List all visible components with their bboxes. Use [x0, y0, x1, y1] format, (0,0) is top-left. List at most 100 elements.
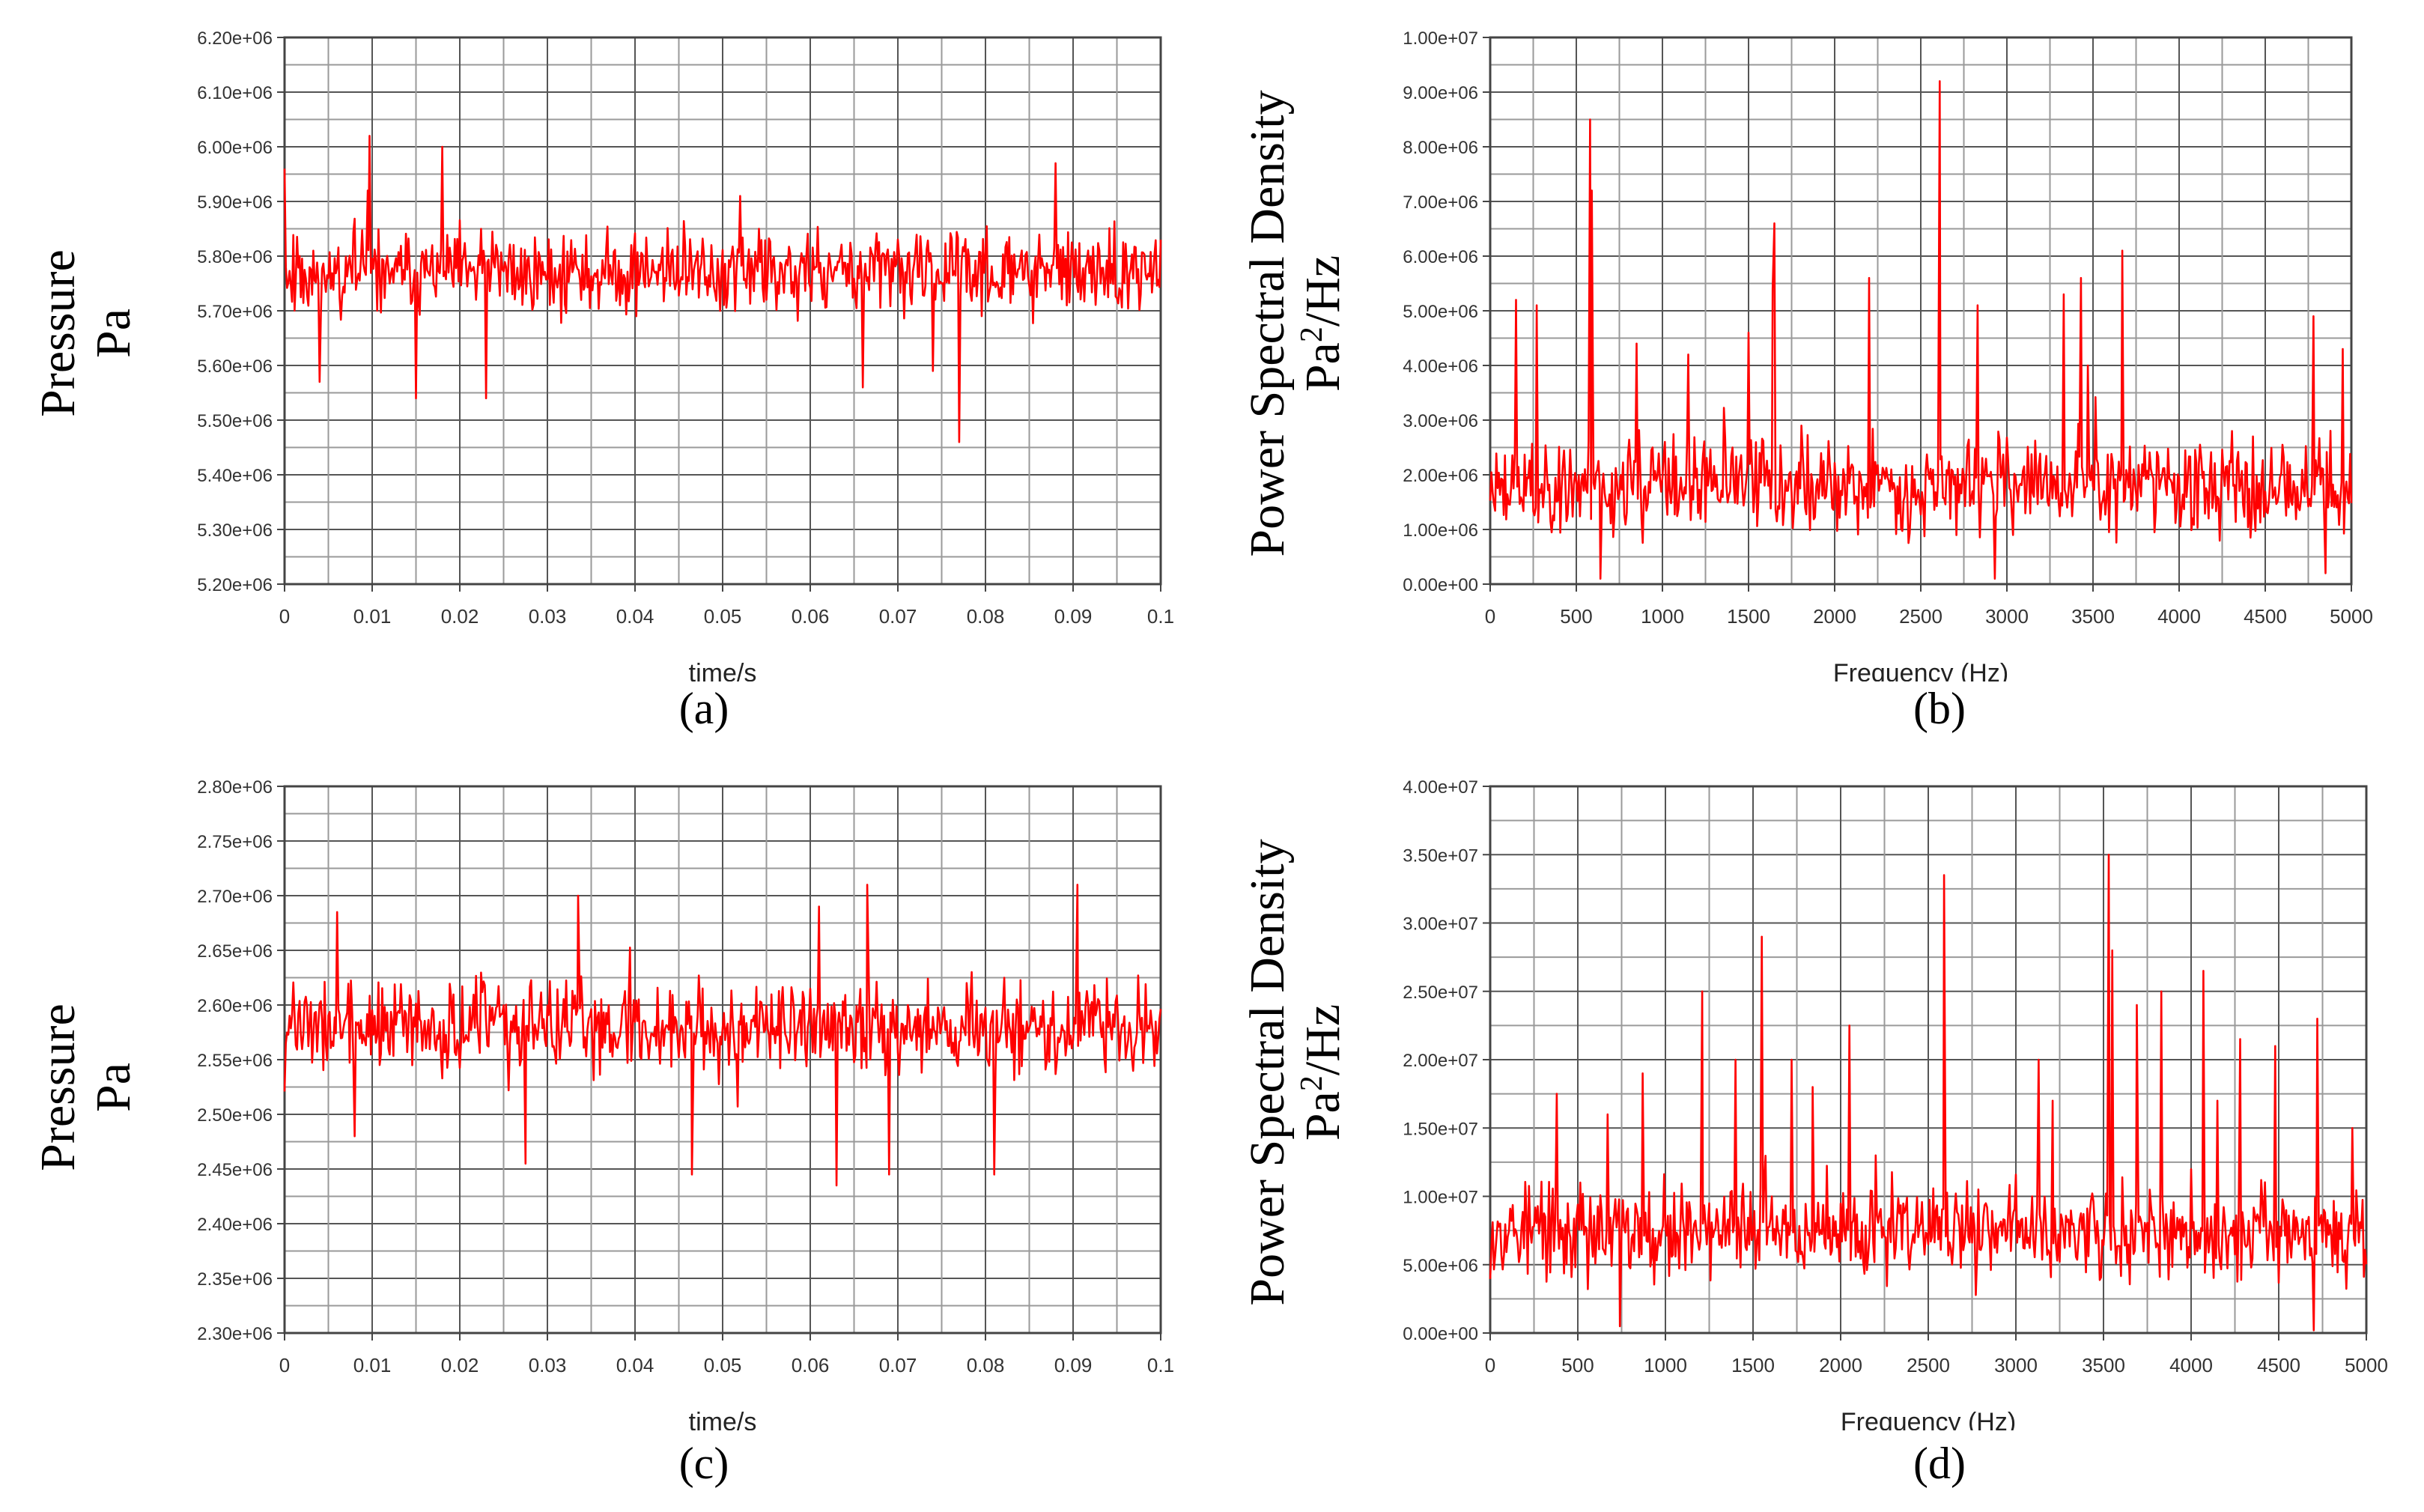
y-tick-label: 6.20e+06: [197, 28, 273, 49]
gridlines: [284, 786, 1161, 1334]
y-tick-label: 4.00e+06: [1403, 356, 1478, 377]
x-tick-label: 4000: [2157, 605, 2201, 628]
x-tick-label: 0.1: [1147, 1354, 1174, 1376]
y-tick-label: 7.00e+06: [1403, 192, 1478, 213]
x-tick-label: 0.03: [529, 605, 567, 628]
chart-d: 0.00e+00 5.00e+06 1.00e+07 1.50e+07 2.00e+07…: [1403, 777, 2388, 1430]
x-tick-label: 0: [1485, 1354, 1495, 1376]
ylabel-c-line2: Pa: [86, 1063, 141, 1112]
series-line: [283, 884, 1162, 1187]
y-tick-label: 2.35e+06: [197, 1269, 273, 1290]
ylabel-a: Pressure Pa: [31, 249, 142, 417]
x-tick-label: 0: [279, 605, 290, 628]
x-tick-label: 0.08: [967, 605, 1005, 628]
series-line: [1489, 854, 2368, 1332]
x-tick-label: 1000: [1641, 605, 1684, 628]
y-tick-label: 6.00e+06: [197, 138, 273, 158]
x-tick-label: 5000: [2330, 605, 2373, 628]
ylabel-d: Power Spectral Density Pa2/Hz: [1240, 839, 1351, 1305]
y-tick-label: 1.00e+07: [1403, 28, 1478, 49]
x-tick-label: 2500: [1907, 1354, 1950, 1376]
y-tick-label: 5.90e+06: [197, 192, 273, 213]
chart-b: 0.00e+00 1.00e+06 2.00e+06 3.00e+06 4.00e+06…: [1403, 28, 2373, 681]
x-tick-label: 3000: [1985, 605, 2029, 628]
x-tick-label: 3500: [2071, 605, 2115, 628]
y-tick-label: 6.00e+06: [1403, 247, 1478, 267]
x-tick-label: 2000: [1813, 605, 1856, 628]
y-tick-label: 5.70e+06: [197, 302, 273, 322]
series-line: [1489, 80, 2353, 580]
x-tick-label: 500: [1560, 605, 1592, 628]
y-tick-label: 3.00e+06: [1403, 411, 1478, 431]
y-tick-label: 2.00e+07: [1403, 1051, 1478, 1071]
x-tick-label: 0.04: [616, 605, 654, 628]
y-tick-label: 5.00e+06: [1403, 1256, 1478, 1276]
ylabel-d-line1: Power Spectral Density: [1240, 839, 1295, 1306]
ylabel-c: Pressure Pa: [31, 1004, 142, 1171]
x-axis-title: time/s: [689, 1408, 757, 1430]
y-tick-label: 1.00e+06: [1403, 520, 1478, 541]
x-axis-title: Frequency (Hz): [1841, 1408, 2016, 1430]
ylabel-d-sup: 2: [1295, 1075, 1329, 1092]
x-tick-label: 2500: [1899, 605, 1942, 628]
y-tick-label: 2.00e+06: [1403, 466, 1478, 486]
y-tick-label: 5.80e+06: [197, 247, 273, 267]
y-tick-label: 2.60e+06: [197, 996, 273, 1016]
ylabel-b-line2: Pa2/Hz: [1295, 90, 1351, 556]
x-tick-label: 0.09: [1054, 1354, 1093, 1376]
x-tick-label: 0.01: [353, 605, 392, 628]
x-tick-label: 0.05: [704, 605, 742, 628]
y-tick-label: 5.00e+06: [1403, 302, 1478, 322]
ylabel-d-line2: Pa2/Hz: [1295, 839, 1351, 1305]
x-tick-label: 0.1: [1147, 605, 1174, 628]
ylabel-b: Power Spectral Density Pa2/Hz: [1240, 90, 1351, 556]
y-tick-label: 6.10e+06: [197, 83, 273, 103]
ylabel-a-line1: Pressure: [31, 249, 85, 417]
y-tick-label: 2.50e+06: [197, 1105, 273, 1126]
y-tick-label: 1.00e+07: [1403, 1188, 1478, 1208]
x-tick-label: 0: [279, 1354, 290, 1376]
y-tick-label: 4.00e+07: [1403, 777, 1478, 798]
x-tick-label: 1000: [1644, 1354, 1687, 1376]
y-tick-label: 0.00e+00: [1403, 1324, 1478, 1344]
x-tick-label: 0: [1485, 605, 1495, 628]
x-tick-label: 0.05: [704, 1354, 742, 1376]
series-line: [283, 135, 1162, 443]
x-tick-label: 0.02: [441, 605, 479, 628]
y-tick-label: 5.50e+06: [197, 411, 273, 431]
y-tick-label: 1.50e+07: [1403, 1119, 1478, 1139]
x-tick-label: 0.07: [879, 605, 917, 628]
x-tick-label: 0.01: [353, 1354, 392, 1376]
ylabel-b-unit: Pa: [1295, 342, 1350, 392]
x-tick-label: 1500: [1727, 605, 1770, 628]
y-tick-label: 2.45e+06: [197, 1160, 273, 1180]
x-tick-label: 500: [1561, 1354, 1594, 1376]
y-tick-label: 2.80e+06: [197, 777, 273, 798]
ylabel-a-line2: Pa: [86, 309, 141, 358]
y-tick-label: 2.55e+06: [197, 1051, 273, 1071]
x-tick-label: 0.04: [616, 1354, 654, 1376]
caption-d: (d): [1913, 1439, 1966, 1488]
y-tick-label: 5.40e+06: [197, 466, 273, 486]
x-tick-label: 4000: [2169, 1354, 2213, 1376]
y-tick-label: 2.40e+06: [197, 1215, 273, 1235]
ylabel-d-unit-suffix: /Hz: [1295, 1004, 1350, 1076]
x-tick-label: 0.02: [441, 1354, 479, 1376]
ylabel-b-sup: 2: [1295, 327, 1329, 343]
ylabel-d-unit: Pa: [1295, 1091, 1350, 1141]
y-tick-label: 3.00e+07: [1403, 914, 1478, 935]
y-tick-label: 5.60e+06: [197, 356, 273, 377]
x-axis-title: Frequency (Hz): [1833, 659, 2008, 681]
chart-c: 2.30e+06 2.35e+06 2.40e+06 2.45e+06 2.50e+06…: [197, 777, 1174, 1430]
x-tick-label: 0.07: [879, 1354, 917, 1376]
y-tick-label: 2.70e+06: [197, 887, 273, 907]
x-tick-label: 3000: [1994, 1354, 2038, 1376]
x-tick-label: 5000: [2345, 1354, 2388, 1376]
x-tick-label: 0.09: [1054, 605, 1093, 628]
caption-b: (b): [1913, 684, 1966, 733]
x-tick-label: 0.06: [792, 1354, 830, 1376]
y-tick-label: 8.00e+06: [1403, 138, 1478, 158]
x-tick-label: 0.08: [967, 1354, 1005, 1376]
x-tick-label: 4500: [2257, 1354, 2300, 1376]
x-tick-label: 0.03: [529, 1354, 567, 1376]
